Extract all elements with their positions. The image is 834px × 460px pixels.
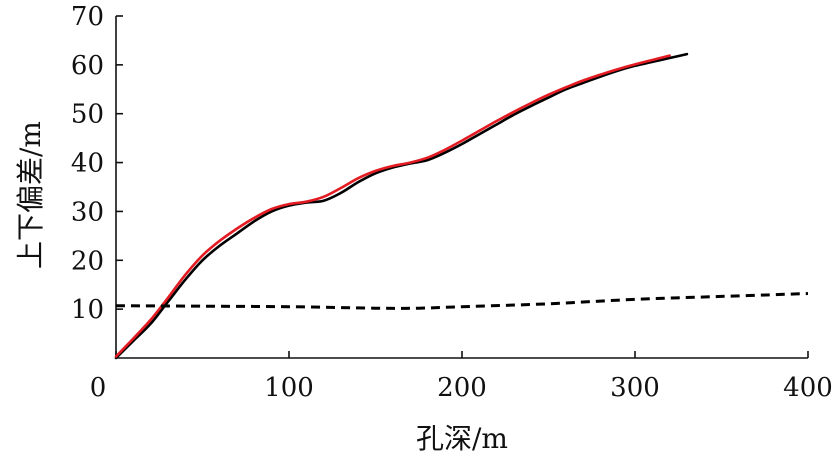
x-axis-title: 孔深/m xyxy=(416,422,508,455)
x-ticks: 0 100 200 300 400 xyxy=(90,351,833,403)
y-tick-label: 30 xyxy=(71,197,104,227)
x-tick-label: 200 xyxy=(437,373,487,403)
y-tick-label: 40 xyxy=(71,149,104,179)
x-tick-label: 300 xyxy=(610,373,660,403)
series-line-3 xyxy=(115,292,809,310)
y-tick-label: 20 xyxy=(71,246,104,276)
series-line-1 xyxy=(114,52,689,360)
y-axis-title: 上下偏差/m xyxy=(14,121,47,269)
x-tick-label: 100 xyxy=(264,373,314,403)
y-ticks: 10 20 30 40 50 60 70 xyxy=(71,2,123,325)
x-tick-label: 400 xyxy=(783,373,833,403)
y-tick-label: 10 xyxy=(71,295,104,325)
series-layer xyxy=(114,52,809,360)
y-tick-label: 60 xyxy=(71,51,104,81)
series-line-2 xyxy=(114,54,671,358)
y-tick-label: 50 xyxy=(71,100,104,130)
x-tick-label: 0 xyxy=(90,373,107,403)
y-tick-label: 70 xyxy=(71,2,104,32)
